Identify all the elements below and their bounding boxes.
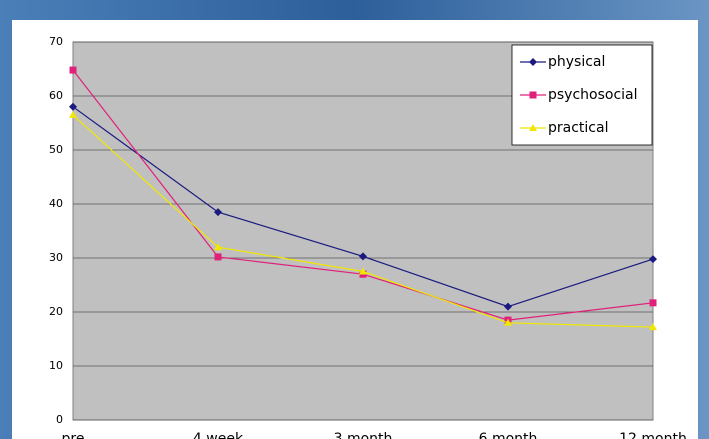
marker <box>69 102 77 111</box>
marker <box>214 253 222 261</box>
marker <box>529 91 537 99</box>
marker <box>504 302 512 311</box>
x-tick-label: pre <box>62 431 85 439</box>
legend-label: psychosocial <box>548 87 638 103</box>
y-tick-label: 70 <box>49 35 63 48</box>
marker <box>529 124 537 131</box>
marker <box>649 323 657 331</box>
x-tick-label: 12 month <box>619 431 687 439</box>
marker <box>69 110 77 118</box>
marker <box>529 58 537 66</box>
legend-label: practical <box>548 120 608 136</box>
y-tick-label: 60 <box>49 89 63 102</box>
marker <box>504 318 512 326</box>
marker <box>69 66 77 74</box>
marker <box>649 299 657 307</box>
legend: physical psychosocial practical <box>511 44 653 146</box>
marker <box>214 208 222 217</box>
y-tick-label: 30 <box>49 251 63 264</box>
y-tick-label: 50 <box>49 143 63 156</box>
marker <box>649 255 657 264</box>
y-tick-label: 0 <box>56 413 63 426</box>
marker <box>359 267 367 275</box>
x-tick-label: 4 week <box>193 431 244 439</box>
y-tick-label: 20 <box>49 305 63 318</box>
marker <box>214 243 222 251</box>
marker <box>359 252 367 261</box>
x-tick-label: 6 month <box>479 431 538 439</box>
y-tick-label: 40 <box>49 197 63 210</box>
y-tick-label: 10 <box>49 359 63 372</box>
x-tick-label: 3 month <box>334 431 393 439</box>
legend-label: physical <box>548 54 605 70</box>
